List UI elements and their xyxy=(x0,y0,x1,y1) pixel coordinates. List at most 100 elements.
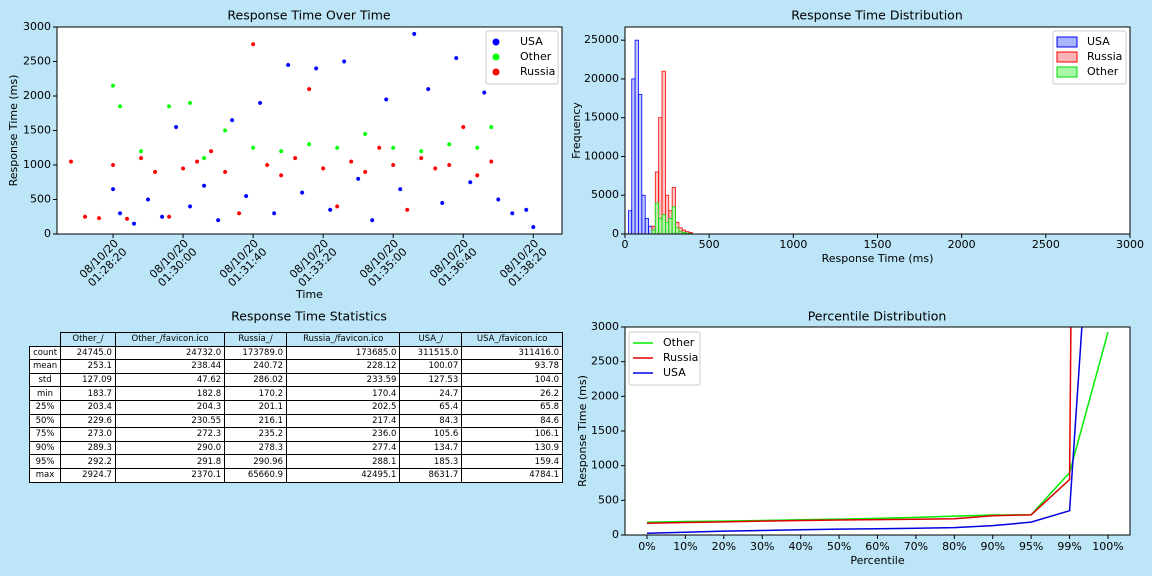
cell: 106.1 xyxy=(461,427,563,442)
cell: 311416.0 xyxy=(461,345,563,361)
legend-marker xyxy=(492,38,500,46)
legend-box xyxy=(485,30,559,85)
table-row: max 2924.7 2370.1 65660.9 42495.1 8631.7 4784.… xyxy=(28,467,563,483)
point xyxy=(222,128,228,133)
table-row: count 24745.0 24732.0 173789.0 173685.0 31151… xyxy=(28,345,563,361)
x-tick-label: 2500 xyxy=(1032,238,1060,251)
cell: 292.2 xyxy=(60,454,116,469)
point xyxy=(404,207,410,213)
legend-label: Russia xyxy=(520,65,555,78)
x-axis-label: Time xyxy=(295,288,323,301)
point xyxy=(460,124,466,130)
cell: 240.72 xyxy=(224,359,287,374)
legend-label: Other xyxy=(1087,65,1119,78)
point xyxy=(418,148,424,154)
cell: 105.6 xyxy=(399,427,463,442)
cell: 127.09 xyxy=(60,372,116,388)
x-tick-label: 0% xyxy=(638,540,655,553)
table-row: 25% 203.4 204.3 201.1 202.5 65.4 65.8 xyxy=(28,399,563,415)
y-tick-label: 0 xyxy=(44,227,51,240)
cell: 127.53 xyxy=(399,372,463,388)
column-header: USA_/favicon.ico xyxy=(461,332,563,347)
cell: 273.0 xyxy=(60,427,116,442)
histogram-bar xyxy=(658,218,663,235)
legend-label: Other xyxy=(520,50,552,63)
cell: 233.59 xyxy=(285,372,401,388)
point xyxy=(299,190,305,196)
point xyxy=(250,41,256,47)
y-tick-label: 5000 xyxy=(591,188,619,201)
histogram-bar xyxy=(675,227,680,235)
y-tick-label: 15000 xyxy=(584,111,619,124)
x-tick-label: 500 xyxy=(699,238,720,251)
point xyxy=(82,214,88,220)
point xyxy=(369,217,375,223)
legend-label: USA xyxy=(663,366,686,379)
point xyxy=(271,210,277,216)
cell: 65.4 xyxy=(399,399,463,415)
cell: 278.3 xyxy=(224,440,287,456)
cell: 272.3 xyxy=(114,427,226,442)
column-header: Other_/ xyxy=(60,332,116,347)
row-label: max xyxy=(28,467,62,483)
point xyxy=(327,207,333,213)
x-tick-label: 100% xyxy=(1092,540,1123,553)
point xyxy=(208,148,214,154)
y-axis-label: Response Time (ms) xyxy=(576,375,589,487)
histogram-bar xyxy=(634,39,639,235)
point xyxy=(138,148,144,154)
cell: 8631.7 xyxy=(399,467,463,483)
cell: 290.0 xyxy=(114,440,226,456)
point xyxy=(439,200,445,206)
histogram-bar xyxy=(661,70,666,235)
cell: 288.1 xyxy=(285,454,401,469)
histogram-bar xyxy=(641,194,646,235)
x-tick-label: 08/10/2001:38:20 xyxy=(497,237,550,290)
histogram-bar xyxy=(627,210,633,235)
row-label: mean xyxy=(28,359,62,374)
histogram-bar xyxy=(658,117,663,235)
point xyxy=(481,90,487,95)
point xyxy=(159,214,165,220)
point xyxy=(110,162,116,168)
x-tick-label: 70% xyxy=(904,540,928,553)
cell: 159.4 xyxy=(461,454,563,469)
cell: 277.4 xyxy=(285,440,401,456)
point xyxy=(411,31,417,37)
column-header: Russia_/favicon.ico xyxy=(285,332,401,347)
histogram-bar xyxy=(665,221,670,235)
point xyxy=(110,186,116,192)
lines xyxy=(646,327,1109,535)
legend: USA Other Russia xyxy=(485,30,559,85)
cell: 185.3 xyxy=(399,454,463,469)
y-tick-label: 25000 xyxy=(584,33,619,46)
x-tick-label: 2000 xyxy=(948,238,976,251)
legend-label: Russia xyxy=(663,351,698,364)
table-row: std 127.09 47.62 286.02 233.59 127.53 104.0 xyxy=(28,372,563,388)
y-tick-label: 1500 xyxy=(591,424,619,437)
x-tick-label: 1500 xyxy=(864,238,892,251)
row-label: 50% xyxy=(28,413,62,429)
stats-table: Other_/Other_/favicon.ico Russia_/Russia_… xyxy=(28,332,563,483)
row-label: min xyxy=(28,386,62,401)
row-label: count xyxy=(28,345,62,361)
point xyxy=(250,145,256,151)
point xyxy=(124,216,130,222)
histogram-bar xyxy=(651,229,656,235)
column-header: Other_/favicon.ico xyxy=(114,332,226,347)
histogram-bar xyxy=(638,94,643,235)
cell: 229.6 xyxy=(60,413,116,429)
point xyxy=(530,224,536,230)
point xyxy=(474,172,480,178)
point xyxy=(355,176,361,182)
point xyxy=(390,145,396,151)
chart-title: Response Time Distribution xyxy=(791,8,963,23)
y-axis-label: Frequency xyxy=(570,102,583,159)
cell: 183.7 xyxy=(60,386,116,401)
cell: 170.4 xyxy=(285,386,401,401)
point xyxy=(68,159,74,164)
legend-marker xyxy=(1056,66,1078,78)
point xyxy=(348,159,354,164)
cell: 2924.7 xyxy=(60,467,116,483)
